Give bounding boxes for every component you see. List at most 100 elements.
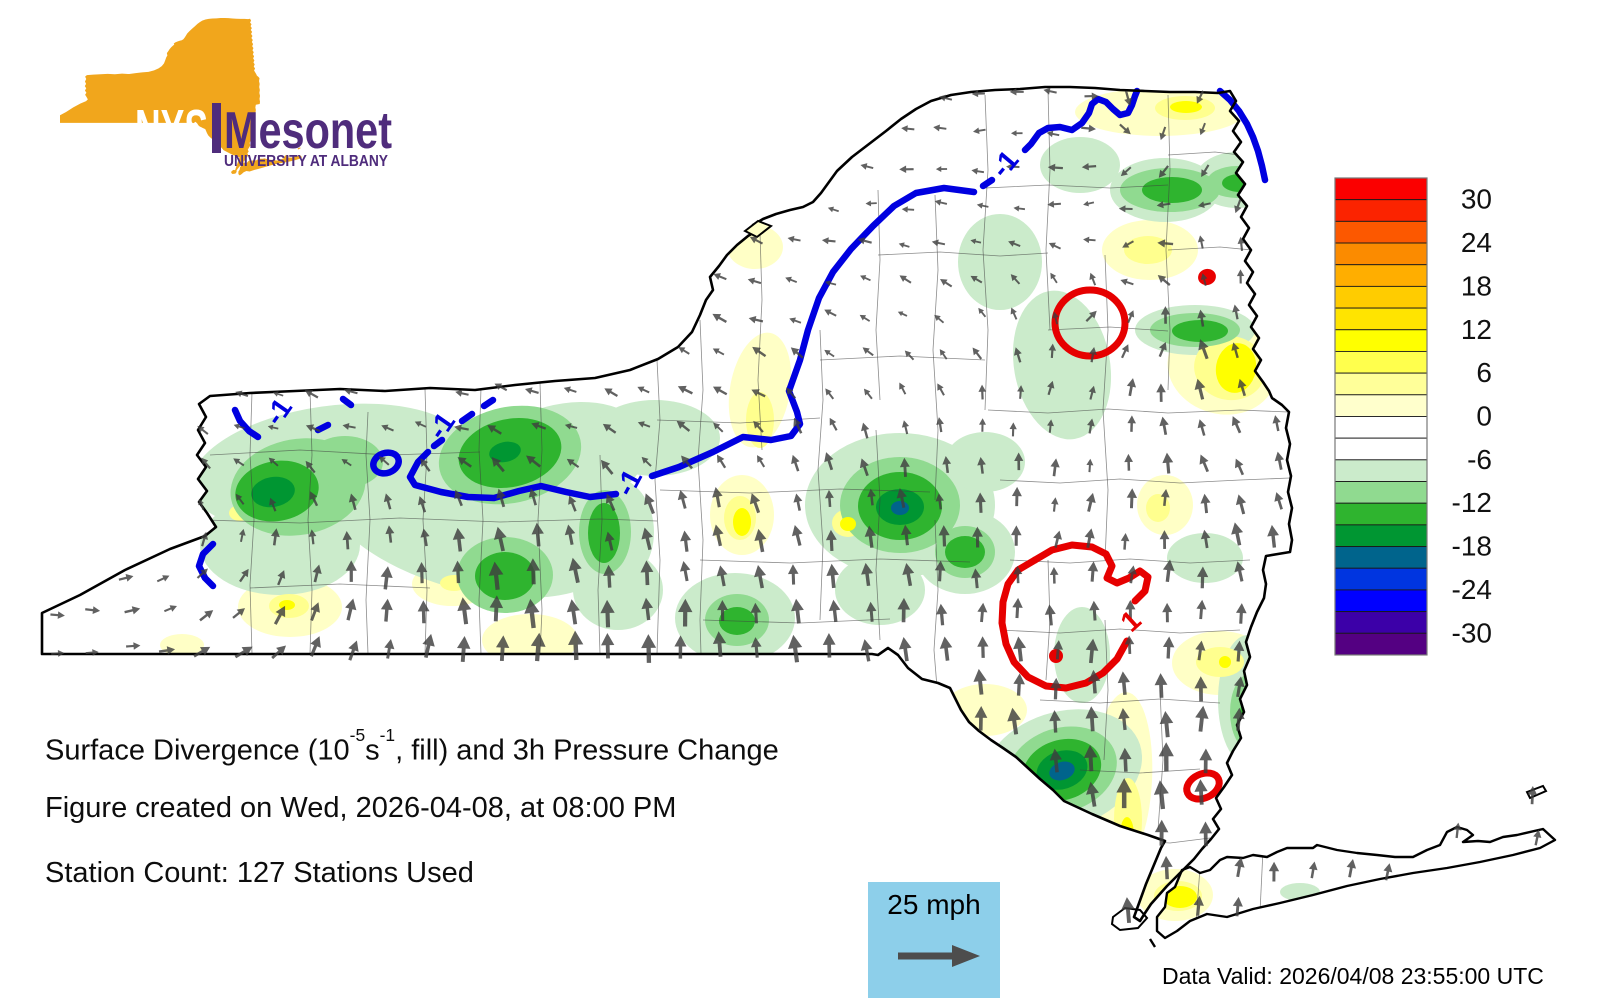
- wind-arrow: [676, 420, 691, 432]
- pressure-contour-blue: [648, 184, 978, 480]
- pressure-contour-blue-dash: [339, 395, 355, 409]
- colorbar-segment: [1334, 264, 1428, 287]
- fill-blob-yellow: [1163, 886, 1197, 908]
- colorbar-segment: [1334, 372, 1428, 396]
- logo-state-silhouette: [60, 18, 303, 176]
- wind-arrow: [566, 458, 580, 469]
- wind-arrow: [787, 235, 801, 243]
- county-boundary: [817, 329, 824, 621]
- wind-arrow: [712, 524, 724, 547]
- wind-arrow: [1533, 829, 1542, 846]
- wind-arrow: [1088, 347, 1097, 363]
- wind-arrow: [309, 491, 319, 507]
- wind-arrow: [239, 568, 249, 583]
- wind-arrow: [273, 605, 286, 625]
- wind-arrow: [934, 314, 945, 324]
- wind-arrow: [824, 309, 837, 317]
- county-boundary: [597, 454, 603, 655]
- title-text: Surface Divergence (10: [45, 734, 350, 767]
- wind-arrow: [1127, 310, 1135, 324]
- wind-arrow: [235, 493, 245, 505]
- wind-arrow: [977, 456, 986, 474]
- wind-arrow: [791, 598, 804, 624]
- county-boundary: [659, 488, 931, 494]
- wind-arrow: [271, 645, 287, 660]
- wind-arrow: [1017, 385, 1025, 399]
- wind-arrow: [712, 487, 723, 508]
- wind-arrow: [566, 599, 580, 625]
- county-boundary: [875, 429, 881, 641]
- wind-arrow: [712, 348, 725, 356]
- wind-arrow: [118, 574, 134, 582]
- wind-arrow: [1085, 638, 1099, 664]
- wind-arrow: [680, 530, 692, 552]
- county-boundary: [875, 189, 881, 401]
- wind-arrow: [939, 349, 948, 360]
- wind-arrow: [1200, 529, 1211, 549]
- logo-divider-bar: [212, 103, 221, 153]
- fill-blob-green: [1172, 320, 1228, 342]
- wind-arrow: [564, 524, 576, 545]
- wind-arrow: [1197, 309, 1207, 327]
- pressure-contour-red-closed: [1051, 286, 1129, 360]
- wind-arrow: [385, 525, 395, 543]
- wind-arrow: [939, 94, 953, 102]
- fill-blob-yellow: [1219, 656, 1231, 668]
- wind-arrow: [1052, 311, 1059, 325]
- wind-arrow: [491, 456, 505, 473]
- wind-arrow: [972, 526, 983, 548]
- wind-arrow: [1235, 494, 1247, 515]
- county-boundary: [1165, 94, 1171, 391]
- islet-tick: [1148, 938, 1157, 948]
- wind-arrow: [641, 634, 657, 663]
- fill-blob-green: [1142, 177, 1202, 203]
- wind-arrow: [1047, 200, 1061, 208]
- wind-arrow: [1050, 458, 1060, 477]
- wind-speed-legend: 25 mph: [868, 882, 1000, 998]
- colorbar-segment: [1334, 437, 1428, 461]
- wind-arrow: [1122, 240, 1134, 248]
- fill-blob-green: [588, 503, 620, 563]
- wind-arrow: [904, 350, 915, 361]
- wind-arrow: [897, 311, 908, 317]
- new-york-state-outline: [40, 85, 1294, 923]
- wind-arrow: [456, 636, 471, 663]
- wind-arrow: [1085, 492, 1096, 512]
- wind-arrow: [978, 307, 987, 318]
- wind-arrow: [199, 610, 214, 622]
- wind-arrow: [1008, 240, 1021, 247]
- wind-arrow: [1089, 600, 1100, 621]
- colorbar-segment: [1334, 611, 1428, 634]
- wind-arrow: [277, 570, 286, 586]
- wind-arrow: [1044, 604, 1056, 626]
- wind-arrow: [1125, 600, 1136, 620]
- wind-arrow: [487, 425, 502, 435]
- wind-arrow: [1162, 559, 1175, 583]
- wind-arrow: [1010, 130, 1023, 137]
- wind-arrow: [859, 458, 869, 477]
- wind-arrow: [1197, 419, 1207, 436]
- wind-arrow: [1154, 673, 1168, 698]
- fill-blob-paleGreen: [835, 555, 925, 625]
- wind-arrow: [827, 206, 839, 213]
- fill-blob-paleGreen: [590, 400, 720, 476]
- wind-arrow: [156, 575, 170, 583]
- wind-arrow: [1010, 274, 1021, 285]
- wind-arrow: [310, 602, 320, 621]
- wind-arrow: [1272, 415, 1281, 432]
- colorbar-segment: [1334, 524, 1428, 548]
- county-boundary: [933, 519, 939, 701]
- wind-arrow: [866, 601, 877, 622]
- wind-arrow: [124, 606, 141, 615]
- wind-arrow: [939, 636, 953, 661]
- wind-arrow: [309, 636, 321, 657]
- wind-arrow: [233, 423, 245, 430]
- wind-arrow: [1013, 205, 1026, 212]
- logo-tagline-text: UNIVERSITY AT ALBANY: [224, 153, 388, 170]
- county-boundary: [478, 387, 484, 655]
- wind-arrow: [126, 642, 141, 650]
- wind-arrow: [972, 127, 986, 135]
- wind-arrow: [1050, 677, 1062, 700]
- county-boundary: [656, 417, 821, 424]
